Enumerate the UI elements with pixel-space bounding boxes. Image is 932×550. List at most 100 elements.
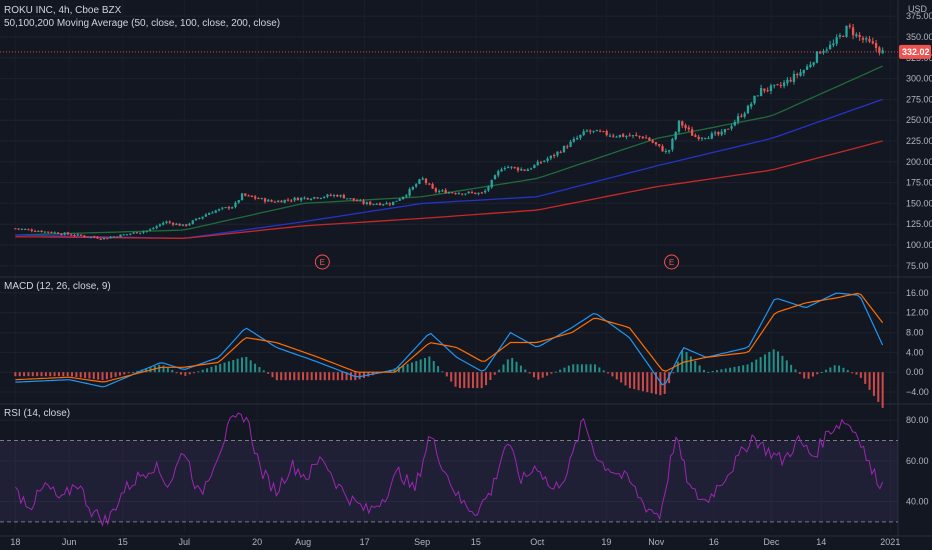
candle-body (355, 200, 359, 202)
macd-histogram-bar (659, 372, 662, 396)
macd-histogram-bar (628, 372, 631, 389)
candle-body (750, 103, 753, 107)
earnings-event-label: E (320, 258, 325, 267)
candle-body (158, 224, 162, 226)
candle-body (411, 186, 415, 190)
macd-histogram-bar (441, 371, 444, 373)
candle-body (740, 115, 743, 117)
macd-histogram-bar (280, 372, 283, 381)
candle-body (792, 74, 796, 82)
candle-body (244, 193, 247, 196)
rsi-legend[interactable]: RSI (14, close) (4, 408, 70, 419)
candle-body (805, 66, 809, 70)
candle-body (37, 231, 40, 233)
candle-body (142, 231, 145, 233)
candle-body (575, 137, 579, 140)
macd-histogram-bar (733, 366, 736, 373)
candle-body (677, 120, 681, 132)
earnings-event-marker (664, 254, 680, 270)
price-grid (0, 15, 898, 267)
macd-histogram-bar (301, 372, 304, 381)
x-tick-label: 15 (118, 537, 128, 547)
candle-body (694, 135, 697, 137)
candle-body (526, 169, 529, 172)
price-tag-layer: 332.02 (899, 44, 931, 59)
candle-body (480, 192, 483, 194)
candle-body (628, 135, 631, 137)
macd-histogram-bar (363, 372, 366, 378)
candle-body (83, 235, 86, 237)
price-y-tick-label: 175.00 (906, 178, 932, 188)
macd-histogram-bar (118, 372, 121, 376)
candle-body (20, 228, 24, 230)
candle-body (707, 138, 710, 140)
macd-histogram-bar (319, 372, 322, 381)
candle-body (339, 195, 342, 197)
macd-histogram-bar (332, 372, 335, 381)
macd-histogram-bar (637, 372, 640, 391)
macd-histogram-bar (842, 367, 845, 373)
candle-body (106, 238, 109, 240)
candle-body (398, 198, 401, 201)
candle-body (654, 142, 658, 145)
candle-body (717, 132, 720, 135)
macd-histogram-bar (179, 372, 182, 375)
candle-body (323, 196, 326, 198)
candle-body (93, 236, 96, 238)
macd-histogram-bar (811, 372, 814, 377)
candle-body (727, 128, 730, 130)
candle-body (119, 234, 122, 238)
price-y-tick-label: 375.00 (906, 11, 932, 21)
candle-body (17, 228, 20, 230)
candle-body (631, 135, 635, 137)
macd-histogram-bar (31, 372, 34, 377)
macd-histogram-bar (694, 360, 697, 373)
candle-body (812, 62, 815, 65)
macd-histogram-bar (49, 372, 52, 377)
candle-body (415, 184, 418, 187)
candle-body (503, 167, 506, 169)
macd-histogram-bar (410, 362, 413, 373)
candle-body (490, 179, 493, 188)
price-y-tick-label: 150.00 (906, 198, 932, 208)
candle-body (171, 222, 175, 225)
candle-body (592, 130, 595, 132)
symbol-legend[interactable]: ROKU INC, 4h, Cboe BZX (4, 5, 121, 16)
macd-histogram-bar (750, 362, 753, 373)
candle-body (283, 199, 286, 203)
candle-body (566, 146, 569, 148)
macd-histogram-bar (288, 372, 291, 381)
last-price-tag (899, 44, 931, 59)
candle-body (112, 236, 116, 238)
macd-legend-label: MACD (12, 26, close, 9) (4, 281, 111, 292)
macd-histogram-bar (458, 372, 461, 389)
macd-histogram-bar (245, 356, 248, 373)
candle-body (319, 197, 323, 199)
macd-legend[interactable]: MACD (12, 26, close, 9) (4, 281, 111, 292)
candle-body (710, 133, 713, 139)
candle-body (881, 50, 884, 54)
candle-body (539, 162, 543, 164)
candle-body (227, 206, 231, 209)
macd-histogram-bar (214, 365, 217, 373)
candle-body (66, 232, 70, 235)
candle-body (510, 166, 513, 168)
candle-body (214, 210, 217, 213)
macd-histogram-bar (798, 372, 801, 374)
macd-histogram-bar (341, 372, 344, 381)
candle-body (667, 150, 671, 152)
candle-body (181, 224, 185, 226)
candle-body (516, 167, 520, 171)
candlestick-layer (14, 23, 884, 241)
earnings-event-marker (314, 254, 330, 270)
macd-histogram-bar (859, 372, 862, 378)
candle-body (638, 135, 641, 137)
candle-body (280, 200, 283, 203)
candle-body (30, 229, 33, 232)
candle-body (782, 82, 786, 87)
ma-legend[interactable]: 50,100,200 Moving Average (50, close, 10… (4, 18, 280, 29)
macd-histogram-bar (615, 372, 618, 380)
macd-histogram-bar (816, 372, 819, 375)
